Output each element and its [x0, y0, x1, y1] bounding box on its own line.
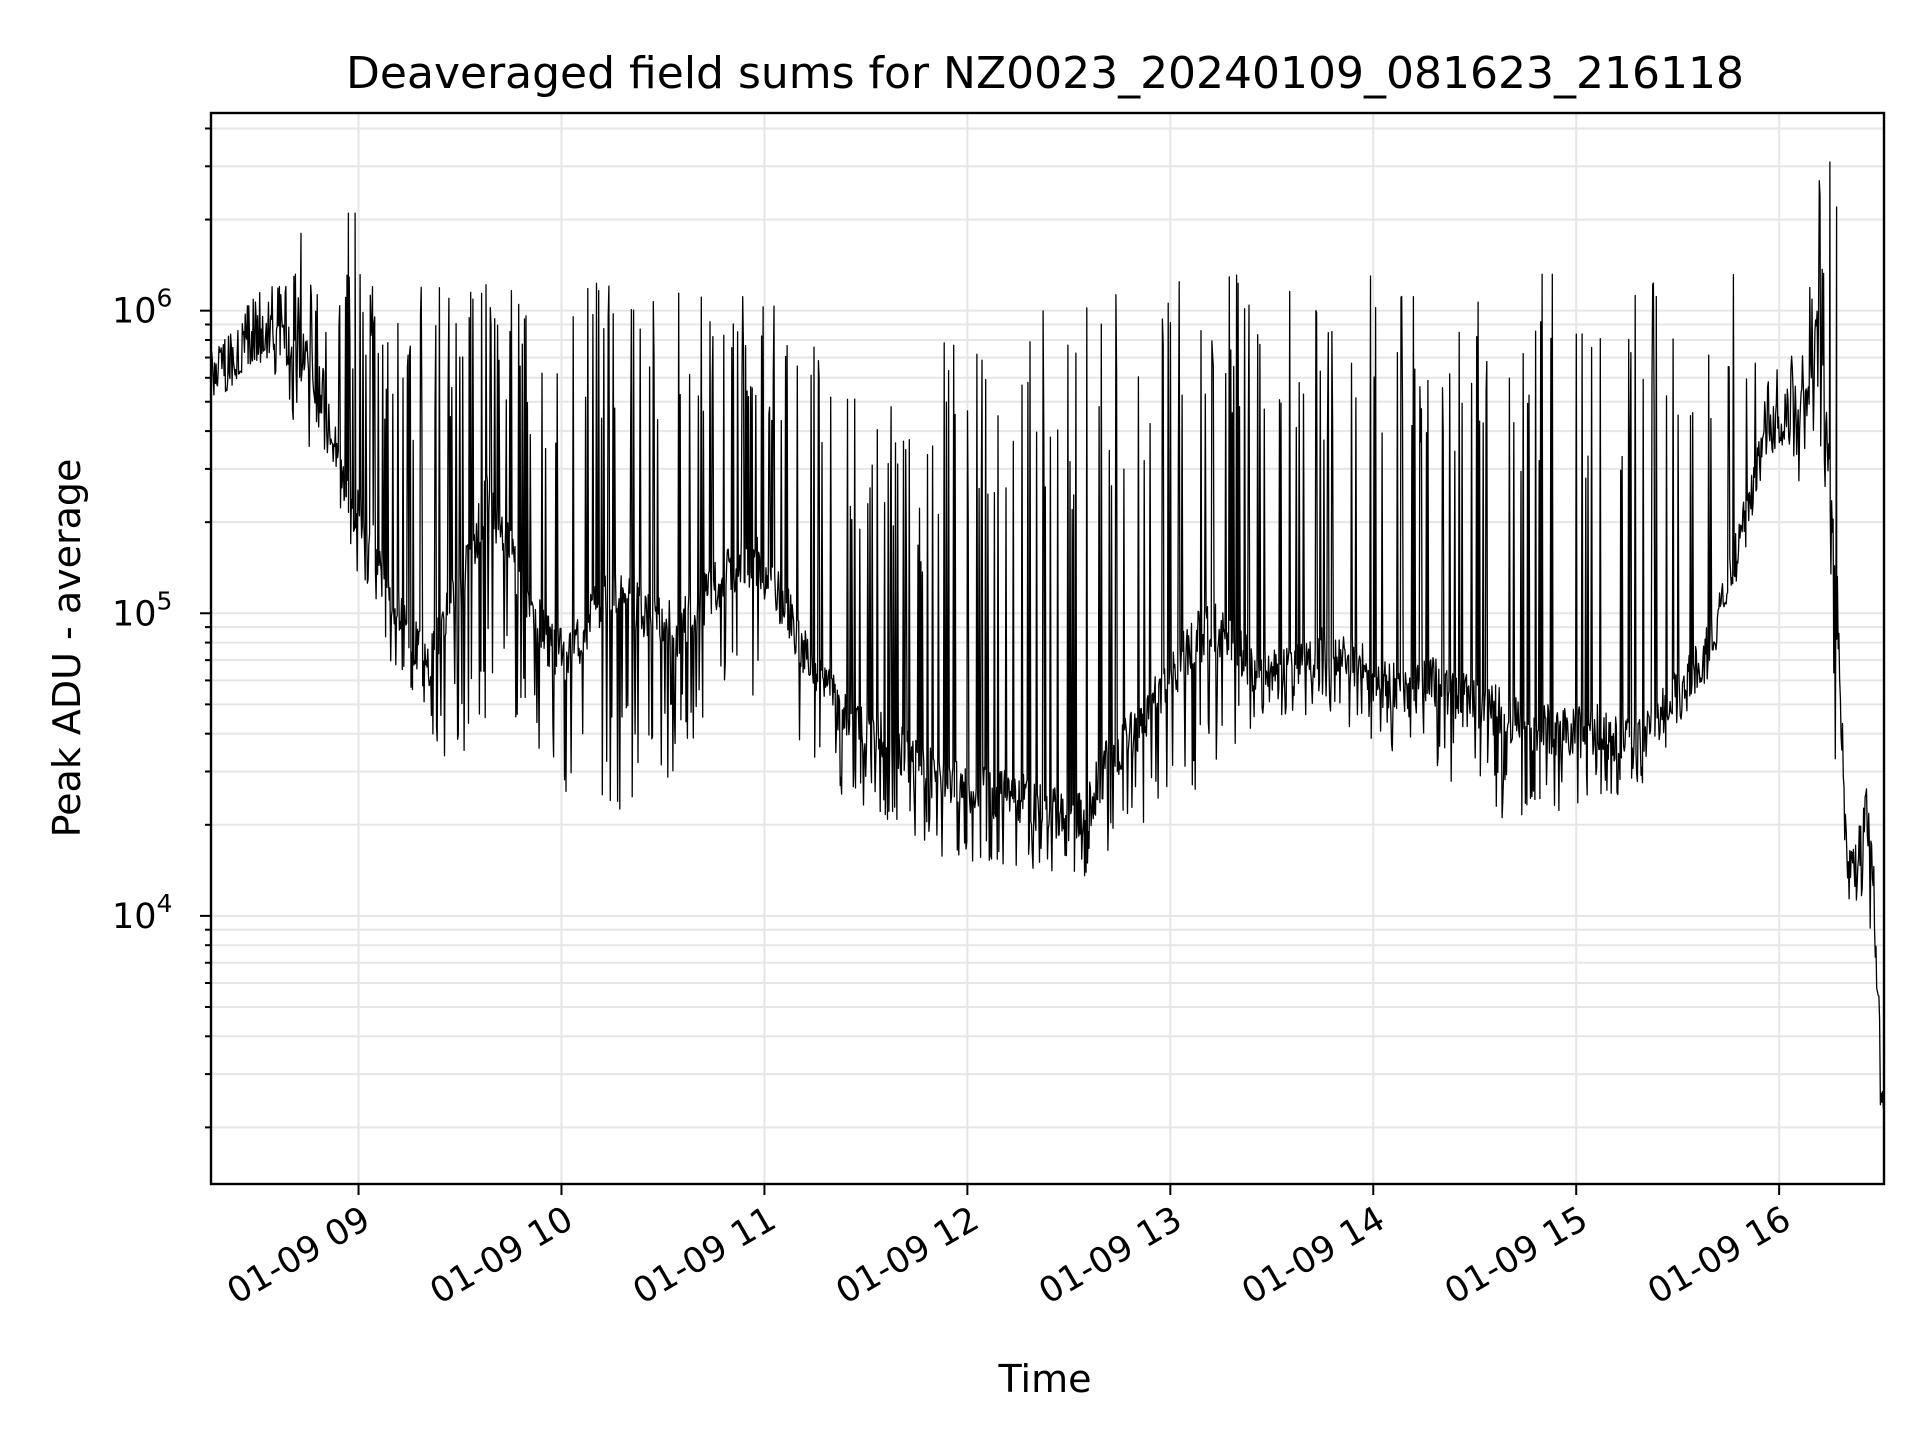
x-tick-label: 01-09 16 [1641, 1199, 1797, 1312]
x-tick-label: 01-09 14 [1235, 1199, 1391, 1312]
plot-frame [209, 111, 1886, 1186]
x-tick-label: 01-09 11 [627, 1199, 783, 1312]
series-path [210, 161, 1885, 1110]
series-line [210, 161, 1885, 1110]
x-tick-label: 01-09 10 [424, 1199, 580, 1312]
x-tick-label: 01-09 12 [830, 1199, 986, 1312]
y-tick-label: 104 [112, 889, 172, 937]
x-axis-label: Time [998, 1357, 1092, 1401]
y-tick-label: 106 [112, 284, 172, 332]
y-tick-label: 105 [112, 586, 172, 634]
x-tick-label: 01-09 09 [221, 1199, 377, 1312]
x-axis: 01-09 09 01-09 10 01-09 11 01-09 12 01-09 13… [221, 1184, 1798, 1312]
y-axis: 104 105 106 [112, 127, 211, 1129]
x-tick-label: 01-09 13 [1033, 1199, 1189, 1312]
chart-title: Deaveraged field sums for NZ0023_2024010… [346, 48, 1744, 99]
y-axis-label: Peak ADU - average [45, 459, 89, 838]
x-tick-label: 01-09 15 [1438, 1199, 1594, 1312]
